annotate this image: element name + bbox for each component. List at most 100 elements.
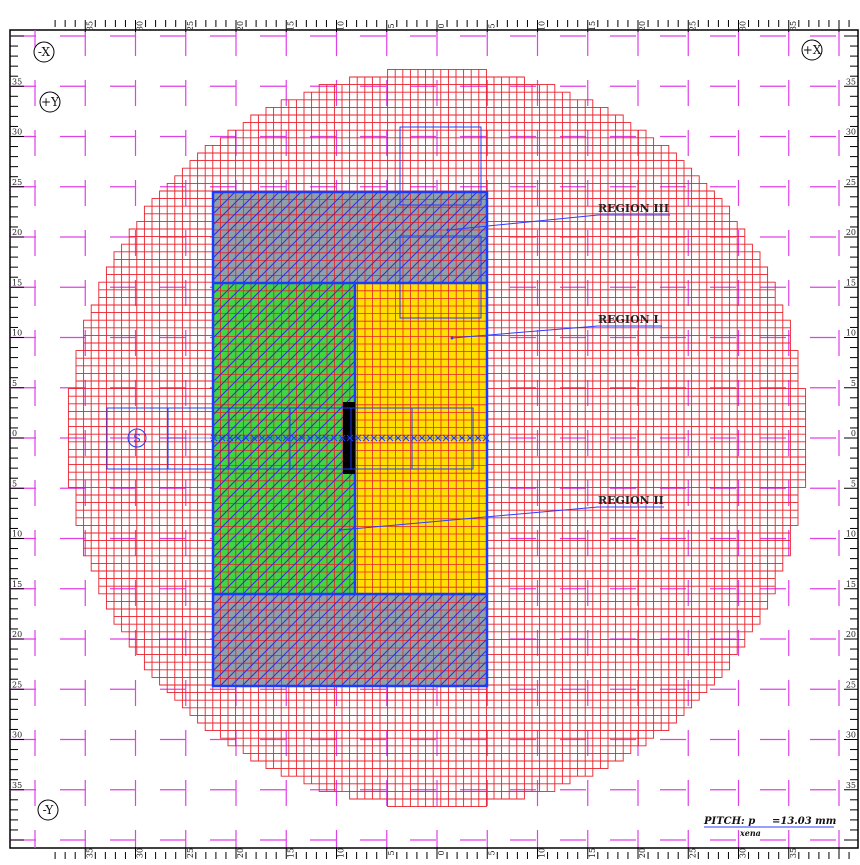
scale-label: 0	[12, 429, 17, 438]
callout-dot	[446, 228, 450, 232]
axis-marker-neg-y: -Y	[37, 799, 59, 821]
svg-text:=13.03 mm: =13.03 mm	[772, 816, 836, 827]
scale-label: 10	[337, 21, 346, 31]
region-iii-bottom-hatch-hatch-lines	[213, 594, 487, 686]
scale-label: 25	[688, 21, 697, 31]
axis-marker-neg-x: -X	[33, 41, 55, 63]
callout-dot	[450, 336, 454, 340]
scale-label: 15	[12, 580, 22, 589]
pitch-value: =13.03 mm	[772, 816, 836, 827]
scale-label: 15	[286, 21, 295, 31]
scale-label: 25	[846, 680, 856, 689]
pitch-subscript: xena	[739, 828, 761, 838]
region-ii-label: REGION II	[598, 494, 664, 507]
regions-layer	[211, 190, 489, 688]
svg-text:-X: -X	[38, 45, 51, 59]
scale-label: 30	[739, 848, 748, 858]
callout-leader	[451, 325, 599, 339]
svg-text:+Y: +Y	[41, 95, 60, 109]
scale-label: 35	[789, 21, 798, 31]
scale-bar-left: 35 30 25 20 15 10 5 0 5 10 15 20 25 30 35	[10, 35, 24, 841]
scale-label: 30	[12, 128, 22, 137]
scale-label: 25	[846, 178, 856, 187]
scale-label: 10	[538, 848, 547, 858]
callout-dot	[338, 528, 342, 532]
scale-label: 10	[846, 329, 856, 338]
scale-label: 35	[12, 781, 22, 790]
scale-label: 35	[12, 77, 22, 86]
scale-label: 0	[437, 850, 446, 855]
scale-label: 5	[12, 479, 17, 488]
scale-label: 35	[85, 848, 94, 858]
scale-label: 5	[851, 379, 856, 388]
source-circle	[127, 428, 147, 448]
scale-label: 10	[12, 530, 22, 539]
region-iii-label: REGION III	[598, 202, 669, 215]
scale-label: 30	[12, 731, 22, 740]
pitch-label: PITCH: p	[703, 816, 755, 827]
region-i-label: REGION I	[598, 313, 659, 326]
region-callouts	[338, 214, 670, 532]
scale-label: 25	[186, 21, 195, 31]
axis-marker-pos-y: +Y	[39, 91, 61, 113]
scale-label: 15	[588, 21, 597, 31]
scale-label: 20	[236, 21, 245, 31]
scale-label: 20	[846, 630, 856, 639]
scale-label: 30	[846, 731, 856, 740]
callout-leader	[339, 506, 599, 531]
scale-label: 5	[487, 850, 496, 855]
scale-label: 5	[12, 379, 17, 388]
region-iii-top-hatch-hatch-lines	[213, 192, 487, 283]
scale-bar-bottom: 35 30 25 20 15 10 5 0 5 10 15 20 25 30 35	[54, 847, 850, 859]
scale-label: 10	[846, 530, 856, 539]
scale-bar-top: 35 30 25 20 15 10 5 0 5 10 15 20 25 30 35	[54, 20, 850, 32]
scale-label: 10	[538, 21, 547, 31]
scale-label: 30	[739, 21, 748, 31]
callout-leader	[447, 214, 599, 231]
scale-label: 30	[136, 21, 145, 31]
scale-label: 25	[186, 848, 195, 858]
scale-label: 35	[846, 77, 856, 86]
svg-text:xena: xena	[739, 828, 761, 838]
region-iii-bottom-hatch	[213, 594, 487, 686]
scale-label: 20	[12, 630, 22, 639]
scale-label: 5	[387, 850, 396, 855]
scale-label: 30	[846, 128, 856, 137]
scale-label: 25	[12, 680, 22, 689]
scale-label: 10	[337, 848, 346, 858]
device-box-upper	[399, 126, 482, 206]
region-iii-top-hatch	[213, 192, 487, 283]
scale-label: 5	[387, 23, 396, 28]
source-marker: S	[127, 428, 147, 448]
scale-label: 25	[12, 178, 22, 187]
scale-label: 5	[487, 23, 496, 28]
scale-label: 25	[688, 848, 697, 858]
scale-label: 20	[638, 848, 647, 858]
scale-label: 20	[638, 21, 647, 31]
scale-label: 35	[846, 781, 856, 790]
scale-label: 15	[846, 580, 856, 589]
scale-label: 35	[789, 848, 798, 858]
pitch-annotation: PITCH: p xena =13.03 mm	[703, 816, 836, 838]
scale-label: 15	[286, 848, 295, 858]
scale-label: 5	[851, 479, 856, 488]
scale-label: 20	[12, 228, 22, 237]
source-letter: S	[133, 432, 141, 445]
scale-bar-right: 35 30 25 20 15 10 5 0 5 10 15 20 25 30 35	[844, 35, 858, 841]
svg-text:-Y: -Y	[43, 803, 55, 817]
scale-label: 10	[12, 329, 22, 338]
svg-text:PITCH: p: PITCH: p	[703, 816, 755, 827]
scale-label: 0	[437, 23, 446, 28]
scale-label: 20	[846, 228, 856, 237]
scale-label: 0	[851, 429, 856, 438]
device-outlines: S	[106, 126, 490, 470]
scale-label: 20	[236, 848, 245, 858]
svg-text:+X: +X	[803, 43, 822, 57]
scale-label: 15	[12, 278, 22, 287]
device-box-lower	[399, 235, 482, 319]
scale-label: 30	[136, 848, 145, 858]
scale-label: 15	[588, 848, 597, 858]
source-channel-box	[411, 407, 474, 470]
axis-marker-pos-x: +X	[801, 39, 823, 61]
